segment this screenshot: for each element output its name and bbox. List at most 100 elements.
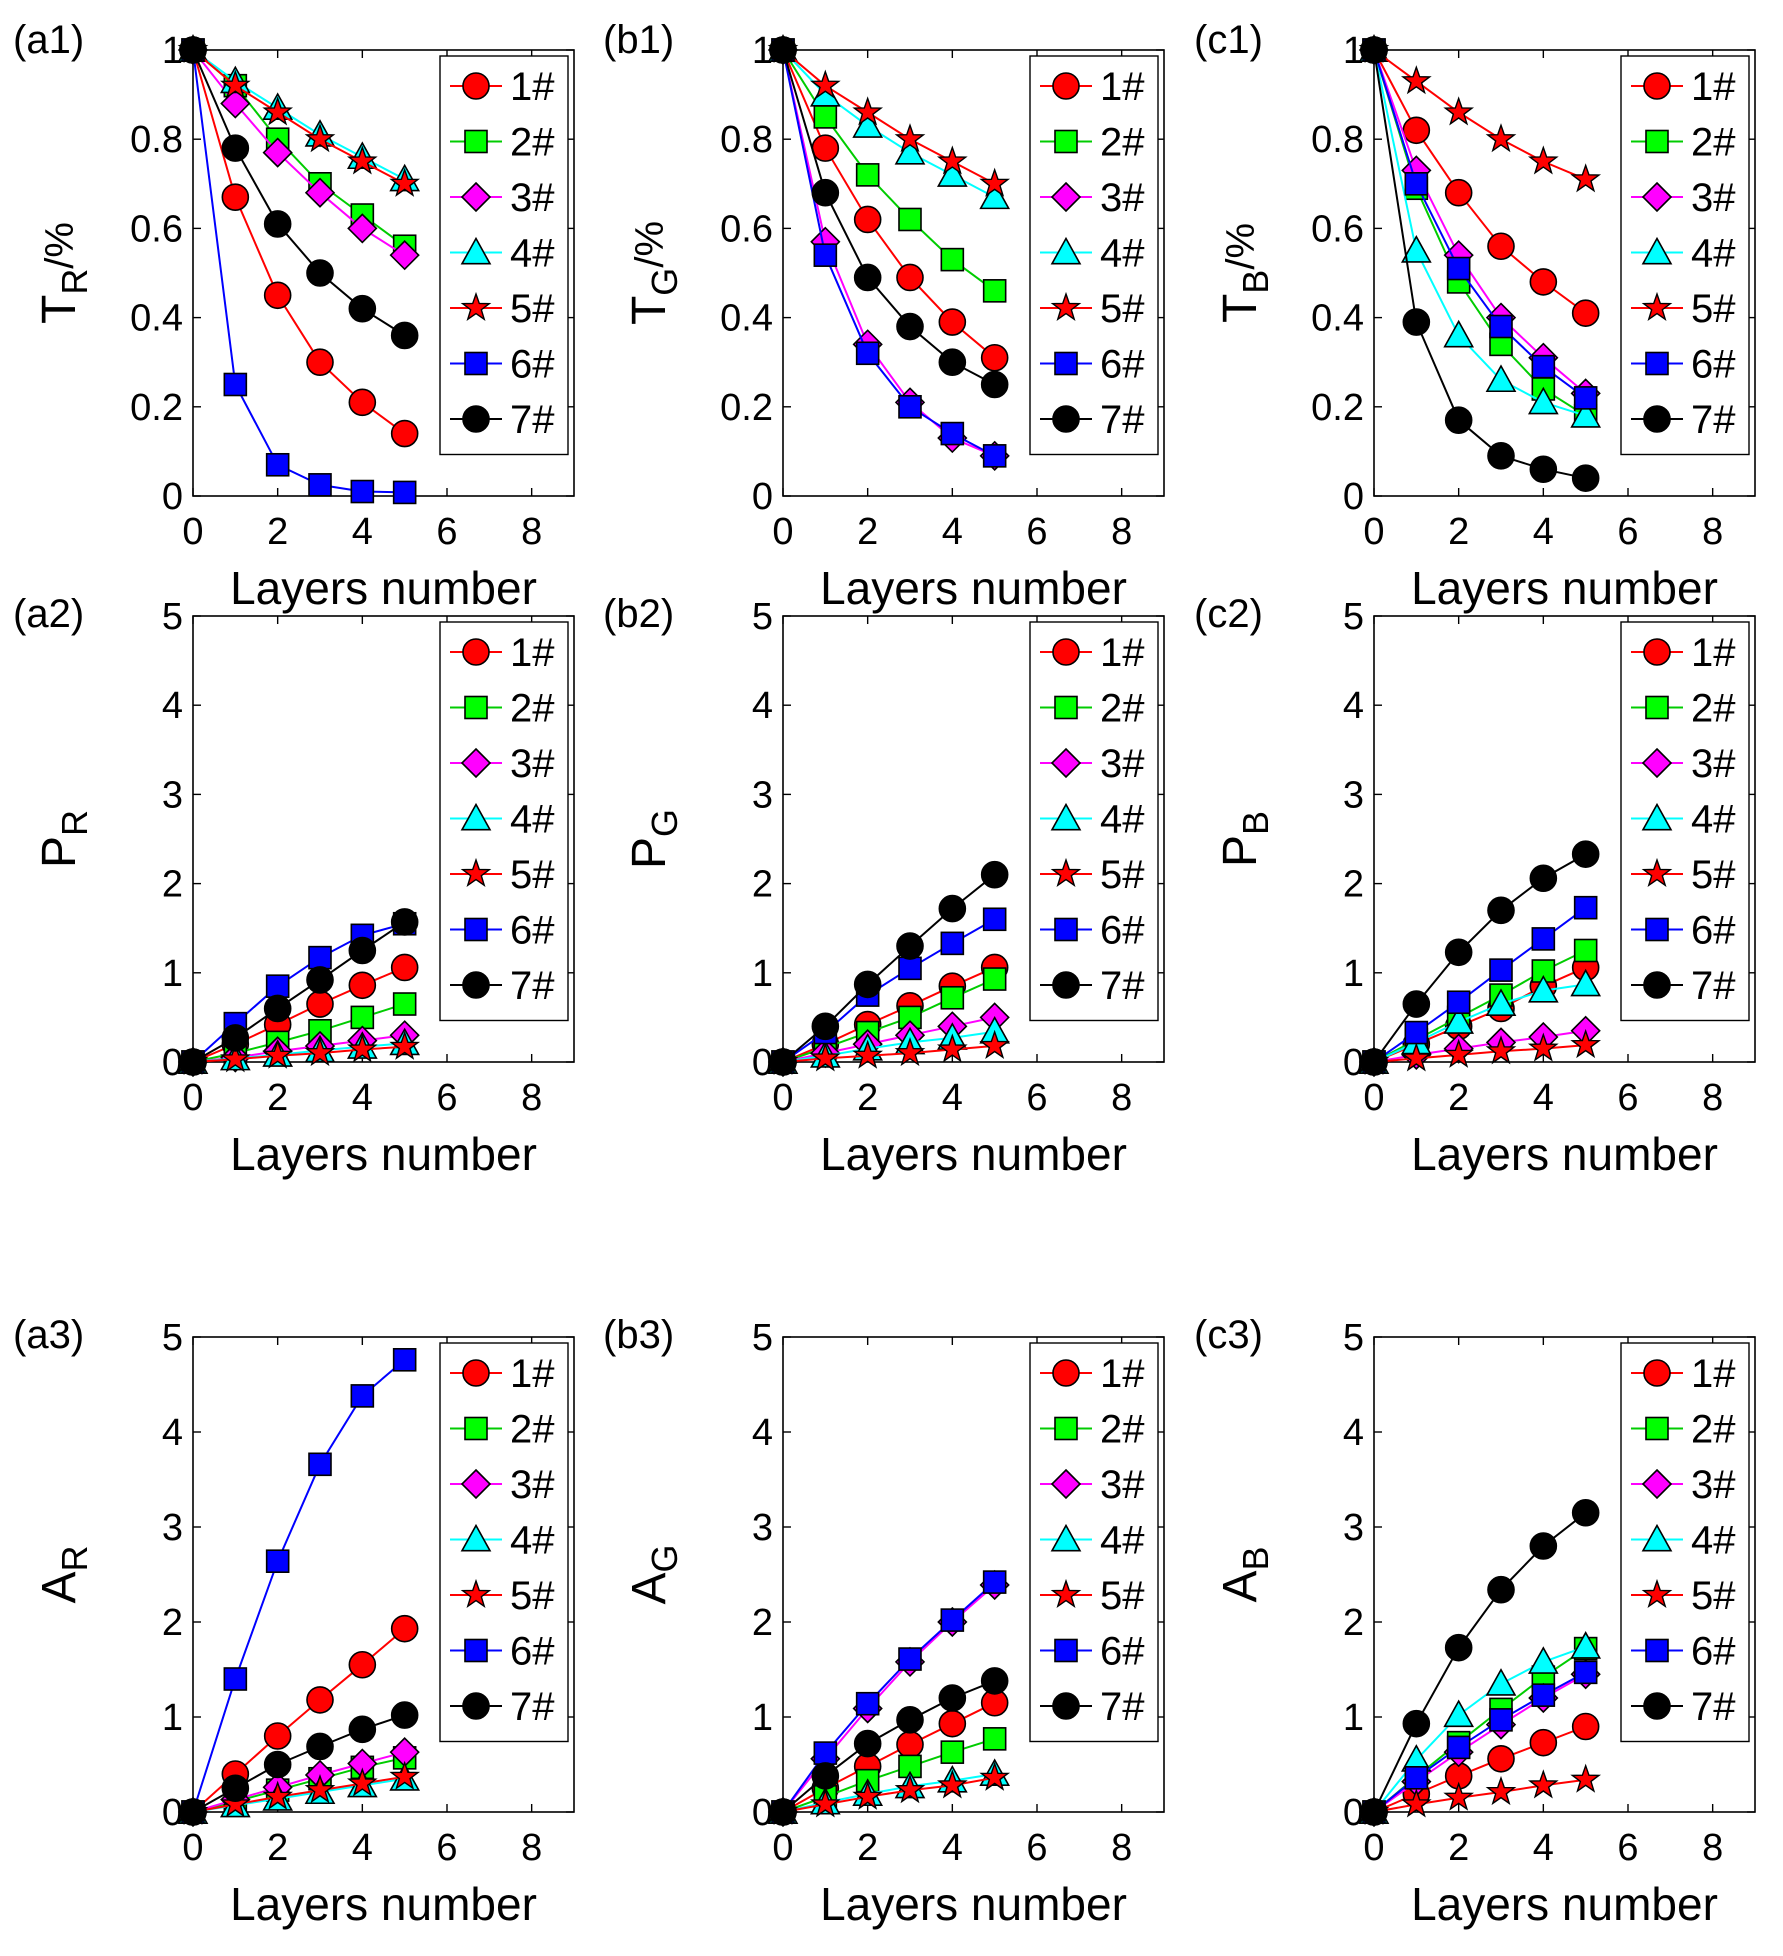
data-point <box>811 134 840 162</box>
data-point <box>263 1722 292 1750</box>
series-7 <box>179 36 419 350</box>
panel-label: (c2) <box>1194 592 1263 636</box>
legend-label: 5# <box>1691 853 1736 897</box>
x-tick-label: 4 <box>942 1077 963 1119</box>
y-tick-label: 2 <box>1343 1602 1364 1644</box>
data-point <box>1404 1020 1429 1045</box>
legend-marker <box>1641 802 1673 831</box>
x-axis-label: Layers number <box>820 562 1127 614</box>
y-tick-label: 0.4 <box>720 298 773 340</box>
data-point <box>980 1667 1009 1695</box>
y-tick-label: 2 <box>162 1602 183 1644</box>
data-point <box>348 971 377 1000</box>
legend-marker <box>1641 236 1673 265</box>
series-line <box>1373 49 1587 181</box>
data-point <box>853 1729 882 1758</box>
data-point <box>390 321 419 350</box>
data-point <box>221 1774 250 1803</box>
data-point <box>979 181 1011 210</box>
data-point <box>265 452 290 477</box>
y-tick-label: 0 <box>162 1042 183 1084</box>
x-tick-label: 4 <box>942 511 963 553</box>
legend-label: 5# <box>510 287 555 331</box>
data-point <box>1446 256 1471 281</box>
data-point <box>1400 235 1432 263</box>
data-point <box>304 1774 336 1804</box>
legend-label: 2# <box>510 121 555 165</box>
data-point <box>1527 145 1559 175</box>
x-tick-label: 2 <box>857 1077 878 1119</box>
data-point <box>1529 268 1558 296</box>
legend-label: 5# <box>1100 287 1145 331</box>
legend-label: 5# <box>1691 1574 1736 1618</box>
y-tick-label: 1 <box>752 953 773 995</box>
y-tick-label: 0 <box>1343 1792 1364 1834</box>
panel-a3: 0 1 2 3 4 5 0 2 4 6 8 Layers number AR (a3) 1# 2# 3# 4# 5#… <box>13 1313 575 1930</box>
data-point <box>855 341 880 366</box>
legend-label: 1# <box>510 631 555 675</box>
data-point <box>348 388 377 417</box>
legend-marker <box>1641 1523 1673 1552</box>
legend-marker <box>1052 405 1080 433</box>
y-tick-label: 0 <box>752 1792 773 1834</box>
x-tick-label: 0 <box>182 511 203 553</box>
data-point <box>350 479 375 504</box>
data-point <box>179 1048 207 1076</box>
data-point <box>936 1033 968 1063</box>
data-point <box>1527 1769 1559 1799</box>
data-point <box>262 137 293 168</box>
legend-marker <box>1050 291 1082 322</box>
data-point <box>938 1684 967 1712</box>
legend-marker <box>462 405 490 433</box>
x-tick-label: 4 <box>352 1827 373 1869</box>
y-axis-label: TB/% <box>1214 223 1276 323</box>
x-tick-label: 4 <box>1533 1827 1554 1869</box>
data-point <box>811 1012 840 1041</box>
y-tick-label: 4 <box>162 685 183 727</box>
series-6 <box>181 38 417 505</box>
y-tick-label: 5 <box>162 1317 183 1359</box>
data-point <box>219 69 251 99</box>
data-point <box>898 1647 922 1671</box>
data-point <box>306 348 334 377</box>
y-tick-label: 1 <box>752 1697 773 1739</box>
legend-marker <box>1641 291 1673 322</box>
y-tick-label: 1 <box>1343 953 1364 995</box>
legend-marker <box>460 181 492 213</box>
y-tick-label: 0 <box>752 1042 773 1084</box>
legend-marker <box>1052 971 1080 999</box>
x-tick-label: 8 <box>1702 1077 1723 1119</box>
data-point <box>896 932 924 960</box>
series-7 <box>769 860 1009 1076</box>
data-point <box>896 263 924 292</box>
legend-box <box>1029 55 1159 456</box>
data-point <box>1402 1709 1431 1738</box>
series-5 <box>767 33 1011 197</box>
legend-label: 1# <box>1691 65 1736 109</box>
data-point <box>809 69 841 99</box>
data-point <box>813 105 838 129</box>
legend-marker <box>1645 917 1669 942</box>
data-point <box>1571 464 1600 492</box>
y-tick-label: 5 <box>752 596 773 638</box>
x-tick-label: 6 <box>436 1827 457 1869</box>
series-6 <box>1362 38 1598 410</box>
series-6 <box>1362 895 1598 1074</box>
legend-label: 1# <box>1691 631 1736 675</box>
legend: 1# 2# 3# 4# 5# 6# 7# <box>1029 621 1159 1022</box>
legend: 1# 2# 3# 4# 5# 6# 7# <box>1029 1342 1159 1743</box>
panel-label: (a2) <box>13 592 84 636</box>
data-point <box>390 908 419 936</box>
data-point <box>1485 123 1517 153</box>
legend-box <box>439 55 569 456</box>
data-point <box>348 936 377 965</box>
y-tick-label: 2 <box>752 864 773 906</box>
legend-marker <box>1643 1692 1671 1720</box>
legend-marker <box>1641 857 1673 888</box>
data-point <box>263 994 292 1023</box>
legend-label: 2# <box>510 1408 555 1452</box>
legend-label: 2# <box>1691 1408 1736 1452</box>
data-point <box>1529 864 1558 893</box>
legend-marker <box>464 129 488 154</box>
